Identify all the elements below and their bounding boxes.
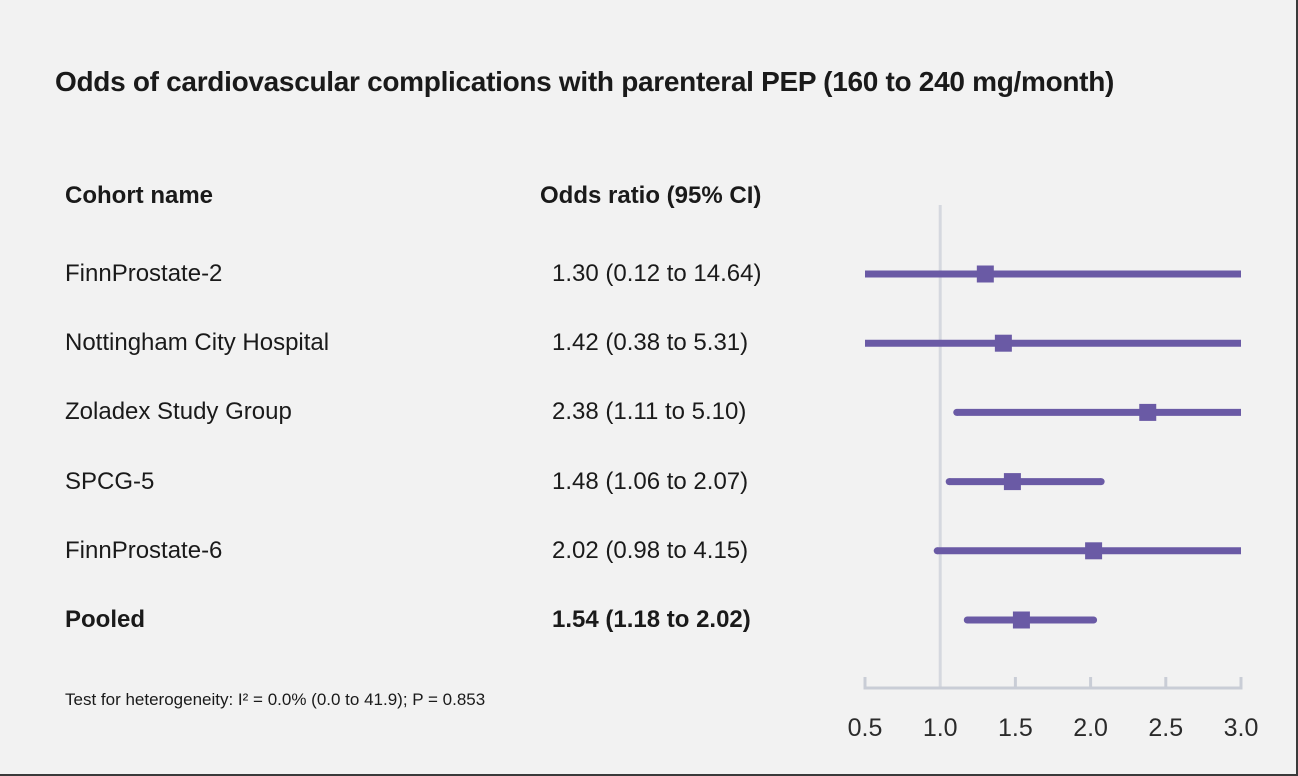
cohort-name: FinnProstate-6 bbox=[65, 536, 223, 564]
ci-cap-high bbox=[1097, 478, 1105, 486]
point-marker bbox=[976, 265, 994, 283]
odds-ratio-value: 2.02 (0.98 to 4.15) bbox=[552, 536, 749, 564]
pooled-point-marker bbox=[1012, 611, 1030, 629]
x-axis-tick-label: 0.5 bbox=[848, 714, 883, 742]
column-header-odds-ratio: Odds ratio (95% CI) bbox=[540, 182, 762, 209]
cohort-name: Pooled bbox=[65, 606, 146, 633]
odds-ratio-value: 1.54 (1.18 to 2.02) bbox=[552, 606, 751, 633]
x-axis-tick-label: 3.0 bbox=[1224, 714, 1259, 742]
ci-cap-low bbox=[945, 478, 953, 486]
odds-ratio-value: 1.48 (1.06 to 2.07) bbox=[552, 467, 749, 495]
table-row: SPCG-5 1.48 (1.06 to 2.07) bbox=[0, 467, 830, 497]
heterogeneity-note: Test for heterogeneity: I² = 0.0% (0.0 t… bbox=[65, 690, 486, 709]
cohort-name: SPCG-5 bbox=[65, 467, 155, 495]
x-axis-tick-label: 1.5 bbox=[998, 714, 1033, 742]
point-marker bbox=[1003, 473, 1021, 491]
column-header-cohort: Cohort name bbox=[65, 182, 214, 209]
ci-cap-low bbox=[953, 408, 961, 416]
figure-title: Odds of cardiovascular complications wit… bbox=[55, 66, 1115, 97]
ci-cap-low bbox=[963, 616, 971, 624]
table-row: FinnProstate-2 1.30 (0.12 to 14.64) bbox=[0, 259, 830, 289]
table-row: Pooled 1.54 (1.18 to 2.02) bbox=[0, 605, 830, 635]
odds-ratio-value: 2.38 (1.11 to 5.10) bbox=[552, 398, 747, 426]
x-axis-tick-label: 1.0 bbox=[923, 714, 958, 742]
x-axis-tick-label: 2.0 bbox=[1073, 714, 1108, 742]
point-marker bbox=[1085, 542, 1103, 560]
table-row: FinnProstate-6 2.02 (0.98 to 4.15) bbox=[0, 536, 830, 566]
odds-ratio-value: 1.42 (0.38 to 5.31) bbox=[552, 329, 749, 357]
table-row: Zoladex Study Group 2.38 (1.11 to 5.10) bbox=[0, 397, 830, 427]
x-axis-tick-label: 2.5 bbox=[1148, 714, 1183, 742]
cohort-name: FinnProstate-2 bbox=[65, 260, 223, 287]
cohort-name: Nottingham City Hospital bbox=[65, 329, 330, 357]
table-row: Nottingham City Hospital 1.42 (0.38 to 5.… bbox=[0, 328, 830, 358]
ci-cap-low bbox=[933, 547, 941, 555]
odds-ratio-value: 1.30 (0.12 to 14.64) bbox=[552, 260, 762, 287]
cohort-name: Zoladex Study Group bbox=[65, 398, 292, 426]
point-marker bbox=[994, 334, 1012, 352]
ci-cap-high bbox=[1090, 616, 1098, 624]
point-marker bbox=[1139, 403, 1157, 421]
